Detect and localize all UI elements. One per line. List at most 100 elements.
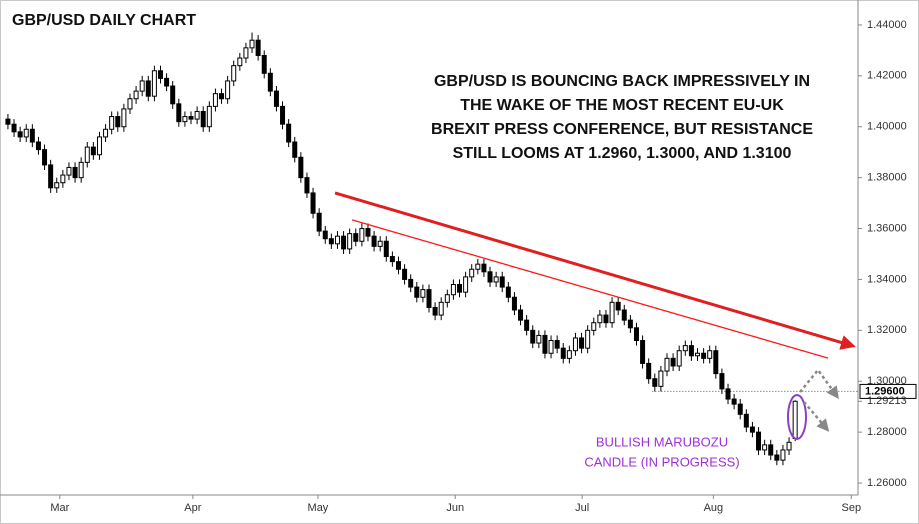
candle-body	[103, 128, 109, 138]
candle-body	[536, 334, 542, 344]
candle-body	[774, 454, 780, 461]
candle-body	[542, 334, 548, 354]
candle-body	[621, 309, 627, 321]
candle-body	[157, 70, 163, 79]
candle-body	[334, 235, 340, 245]
annotation: GBP/USD IS BOUNCING BACK IMPRESSIVELY IN…	[431, 73, 813, 162]
candle-body	[273, 90, 279, 107]
candle-body	[688, 345, 694, 357]
candle-body	[115, 116, 121, 128]
candle-body	[438, 301, 444, 316]
candle-body	[17, 131, 23, 138]
candle-body	[60, 174, 66, 184]
candle-body	[212, 93, 218, 107]
candle-body	[322, 230, 328, 240]
x-tick-label: Apr	[184, 502, 201, 514]
candle-body	[151, 70, 157, 97]
candle-body	[493, 276, 499, 283]
candle-body	[585, 329, 591, 349]
candle-body	[243, 47, 249, 59]
candle-body	[707, 350, 713, 359]
candle-body	[219, 93, 225, 100]
candle-body	[365, 228, 371, 237]
candle-body	[408, 278, 414, 288]
candle-body	[377, 240, 383, 247]
candle-body	[280, 105, 286, 125]
candle-body	[670, 357, 676, 367]
candle-body	[591, 322, 597, 331]
candle-body	[463, 276, 469, 293]
candle-body	[54, 182, 60, 189]
candle-body	[499, 276, 505, 288]
annotation-line: BREXIT PRESS CONFERENCE, BUT RESISTANCE	[431, 121, 813, 138]
candle-body	[652, 378, 658, 387]
candle-body	[731, 398, 737, 405]
candle-body	[255, 39, 261, 56]
candle-body	[353, 233, 359, 242]
candle-body	[695, 352, 701, 357]
candle-body	[11, 123, 17, 133]
candle-body	[127, 98, 133, 110]
candle-body	[359, 228, 365, 242]
candle-body	[579, 337, 585, 349]
trendline	[351, 219, 829, 359]
candle-body	[676, 350, 682, 367]
x-tick-label: May	[308, 502, 329, 514]
y-tick-label: 1.34000	[867, 273, 907, 285]
candle-body	[121, 108, 127, 128]
candle-body	[261, 54, 267, 74]
candle-body	[84, 146, 90, 163]
candle-body	[304, 177, 310, 194]
candle-body	[35, 141, 41, 151]
candle-body	[762, 444, 768, 451]
candle-body	[627, 319, 633, 329]
y-tick-label: 1.28000	[867, 426, 907, 438]
candle-body	[701, 352, 707, 359]
candle-body	[554, 340, 560, 349]
x-tick-label: Jun	[446, 502, 464, 514]
candle-body	[206, 105, 212, 128]
candle-body	[768, 444, 774, 456]
candle-body	[23, 128, 29, 138]
candle-body	[176, 103, 182, 123]
candle-body	[756, 431, 762, 451]
x-tick-label: Sep	[841, 502, 861, 514]
candle-body	[743, 413, 749, 428]
candle-body	[420, 289, 426, 298]
candle-body	[487, 271, 493, 283]
candle-body	[42, 149, 48, 166]
x-tick-label: Mar	[50, 502, 69, 514]
annotation-line: GBP/USD IS BOUNCING BACK IMPRESSIVELY IN	[434, 73, 810, 90]
candle-body	[225, 80, 231, 100]
candle-body	[133, 90, 139, 100]
candle-body	[737, 403, 743, 415]
candle-body	[292, 141, 298, 158]
candle-body	[560, 347, 566, 359]
plot-area	[5, 32, 858, 466]
candle-body	[518, 309, 524, 321]
candle-body	[713, 350, 719, 375]
candle-body	[432, 306, 438, 316]
candle-body	[347, 233, 353, 250]
candle-body	[682, 345, 688, 352]
candle-body	[469, 268, 475, 278]
candle-body	[48, 164, 54, 189]
candle-body	[139, 80, 145, 92]
y-tick-label: 1.26000	[867, 477, 907, 489]
last-price-label: 1.29213	[867, 395, 907, 407]
candle-body	[597, 314, 603, 324]
candle-body	[725, 388, 731, 400]
candle-body	[548, 340, 554, 354]
highlight-ellipse	[787, 394, 807, 440]
candle-body	[609, 301, 615, 324]
candle-body	[749, 426, 755, 433]
y-tick-label: 1.36000	[867, 222, 907, 234]
candle-body	[316, 212, 322, 232]
candle-body	[511, 296, 517, 311]
candle-body	[249, 39, 255, 49]
x-tick-label: Aug	[704, 502, 724, 514]
candle-body	[780, 449, 786, 461]
candle-body	[164, 77, 170, 87]
candle-body	[426, 289, 432, 308]
